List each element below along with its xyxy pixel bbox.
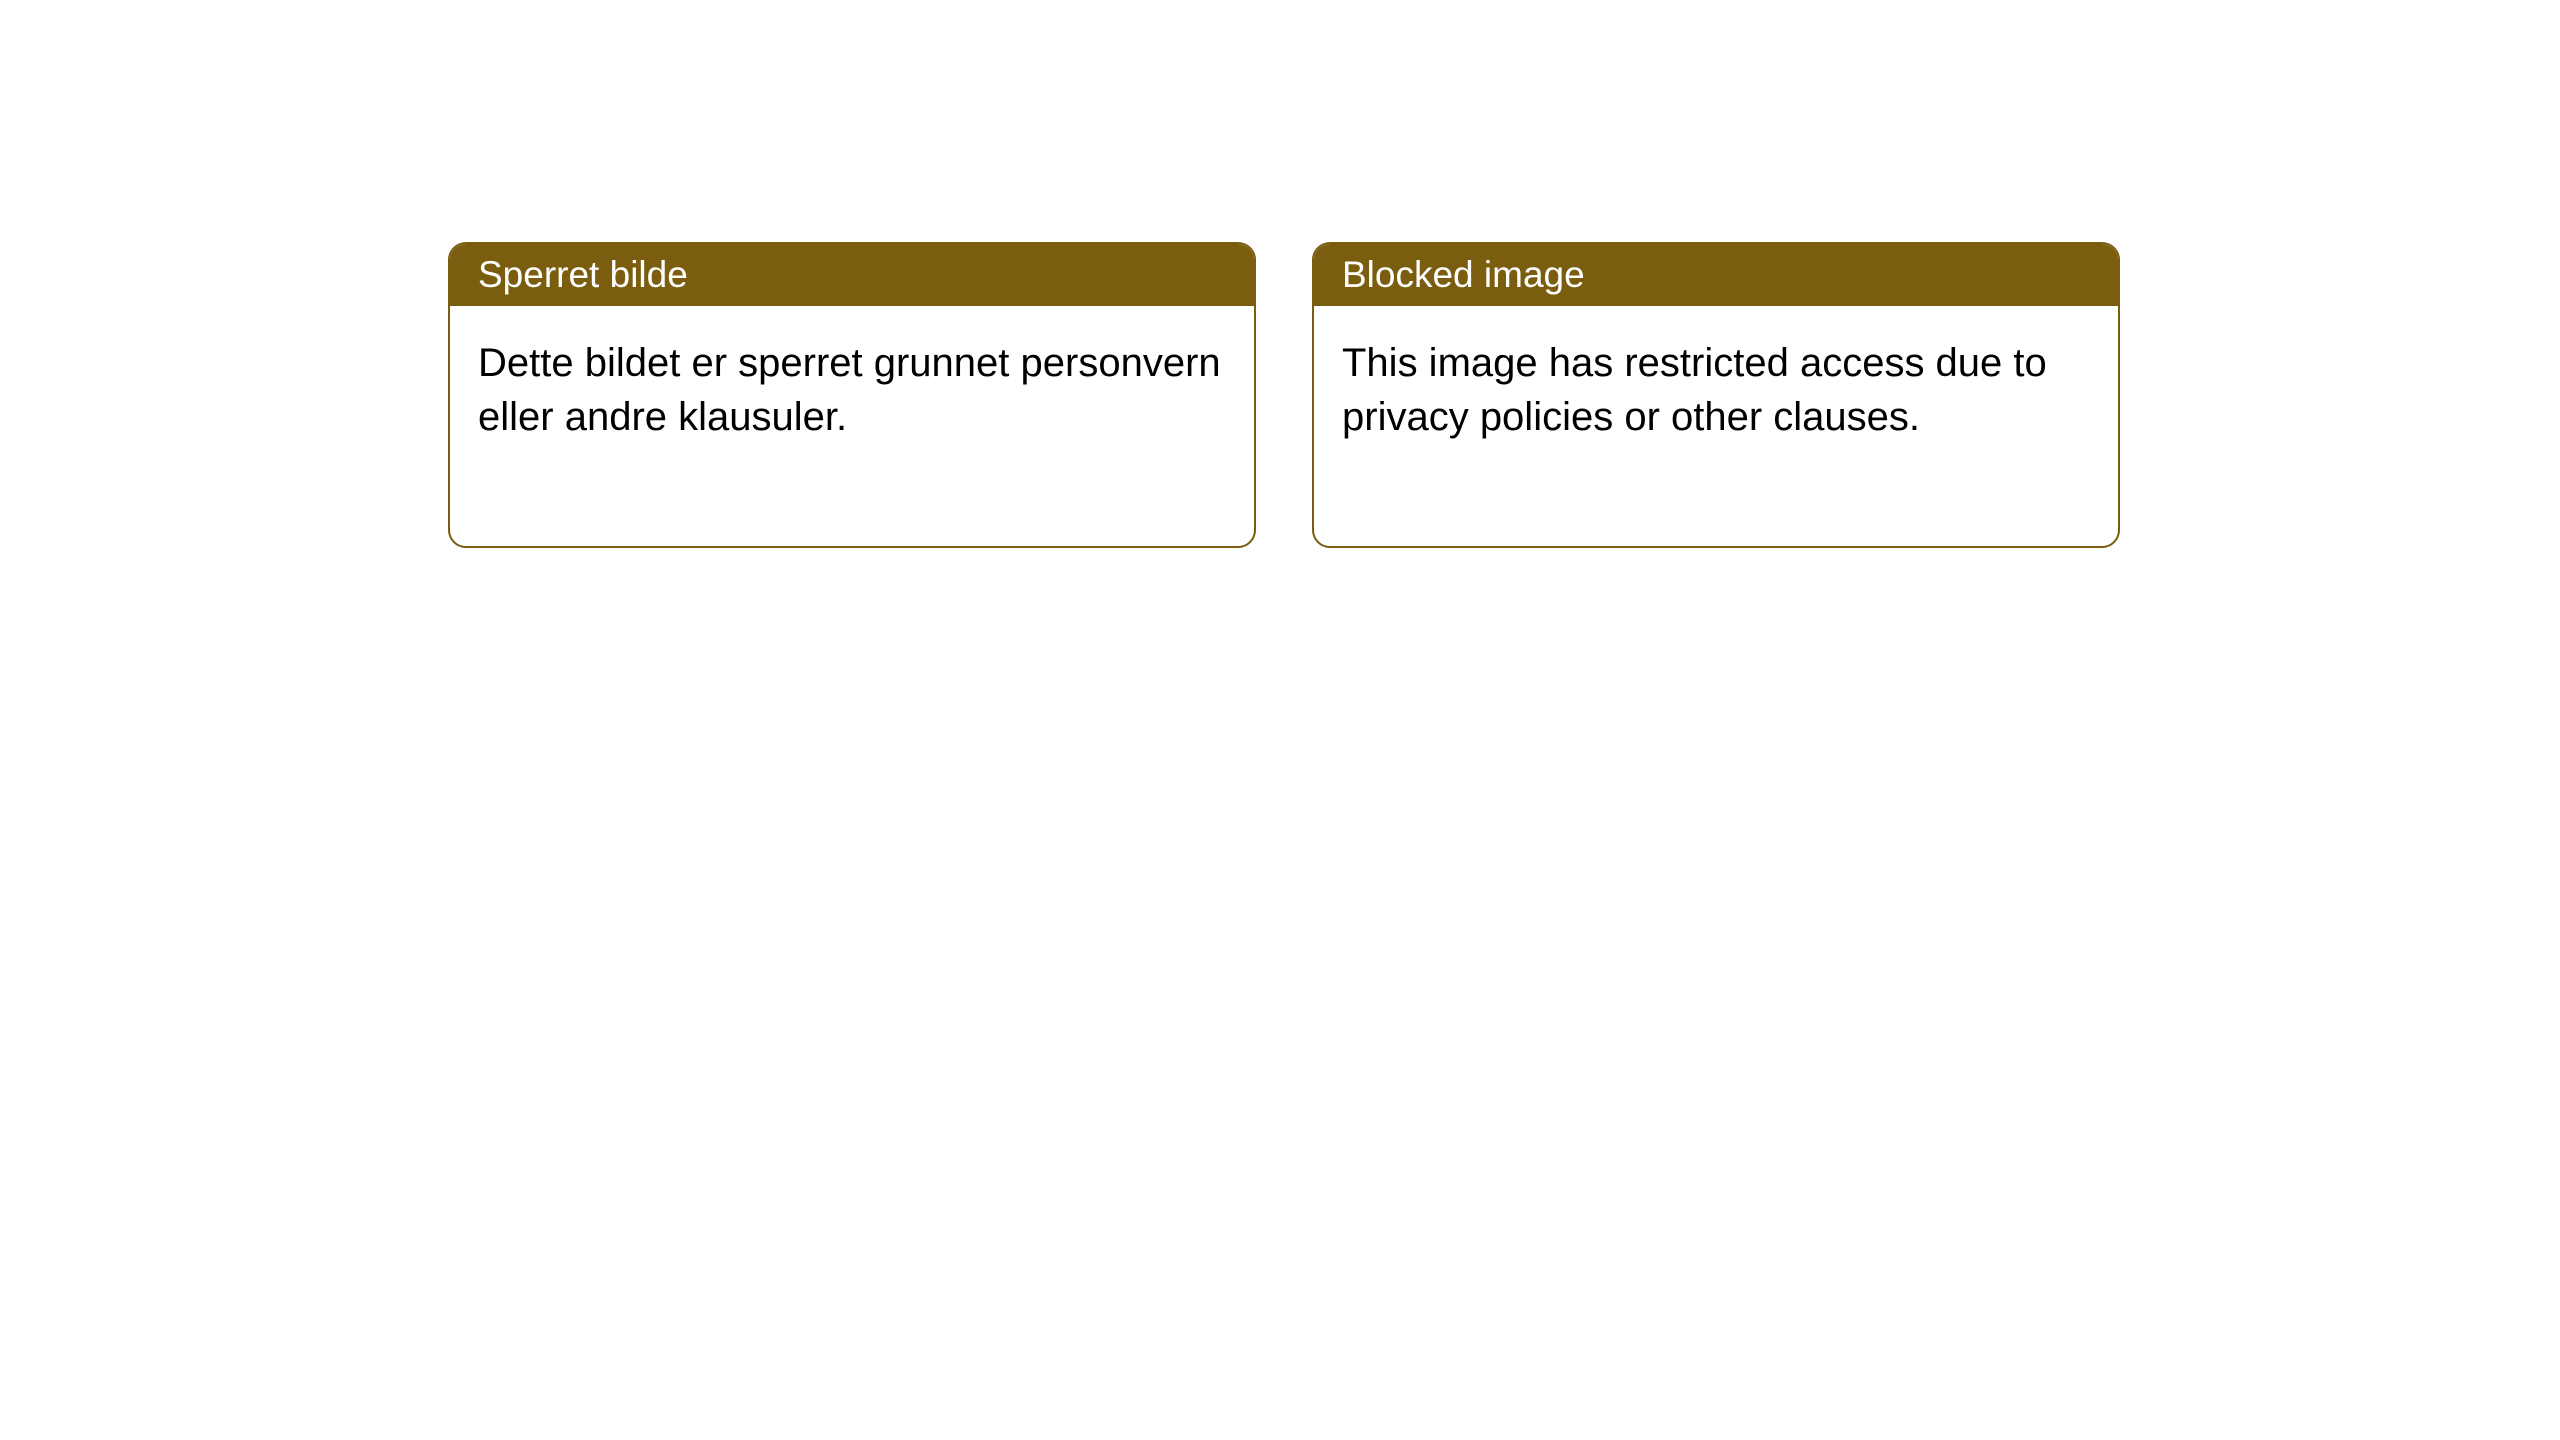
notice-header: Sperret bilde xyxy=(450,244,1254,306)
notice-body-text: Dette bildet er sperret grunnet personve… xyxy=(478,341,1221,439)
notice-body: Dette bildet er sperret grunnet personve… xyxy=(450,306,1254,546)
notice-body: This image has restricted access due to … xyxy=(1314,306,2118,546)
notice-box-norwegian: Sperret bilde Dette bildet er sperret gr… xyxy=(448,242,1256,548)
notice-title: Sperret bilde xyxy=(478,254,688,295)
notice-body-text: This image has restricted access due to … xyxy=(1342,341,2047,439)
notice-box-english: Blocked image This image has restricted … xyxy=(1312,242,2120,548)
notice-title: Blocked image xyxy=(1342,254,1585,295)
notice-container: Sperret bilde Dette bildet er sperret gr… xyxy=(0,0,2560,548)
notice-header: Blocked image xyxy=(1314,244,2118,306)
